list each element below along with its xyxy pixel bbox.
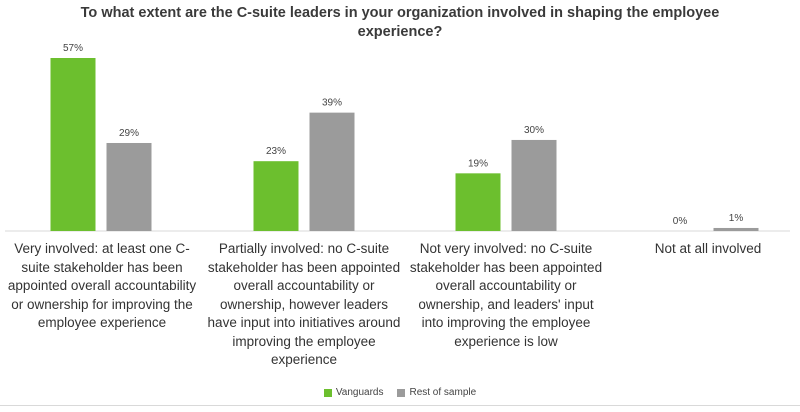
bar-rest-of-sample-0 [106,142,152,231]
category-label-partially-involved: Partially involved: no C-suite stakehold… [207,241,401,367]
legend-item-rest-of-sample: Rest of sample [397,387,476,398]
category-label-not-at-all-involved: Not at all involved [654,241,762,256]
data-label-rest-of-sample-1: 39% [322,98,342,109]
data-label-rest-of-sample-0: 29% [119,128,139,139]
category-label-not-very-involved: Not very involved: no C-suite stakeholde… [409,241,603,349]
chart-title: To what extent are the C-suite leaders i… [80,5,720,40]
data-label-vanguards-1: 23% [266,146,286,157]
bottom-divider [0,405,800,406]
bar-vanguards-1 [253,161,299,231]
legend-item-vanguards: Vanguards [323,387,384,398]
bar-vanguards-0 [50,58,96,231]
legend-label-vanguards: Vanguards [335,387,384,398]
data-label-vanguards-3: 0% [673,216,688,227]
bar-rest-of-sample-1 [309,112,355,231]
bar-rest-of-sample-3 [713,227,759,231]
legend-swatch-vanguards [323,388,332,397]
category-label-very-involved: Very involved: at least one C-suite stak… [7,241,197,330]
data-label-rest-of-sample-2: 30% [524,125,544,136]
bar-vanguards-2 [455,173,501,231]
data-label-rest-of-sample-3: 1% [729,213,744,224]
bar-rest-of-sample-2 [511,139,557,231]
chart-legend: Vanguards Rest of sample [0,387,800,398]
data-label-vanguards-0: 57% [63,43,83,54]
legend-label-rest-of-sample: Rest of sample [409,387,477,398]
data-label-vanguards-2: 19% [468,158,488,169]
legend-swatch-rest-of-sample [397,388,406,397]
